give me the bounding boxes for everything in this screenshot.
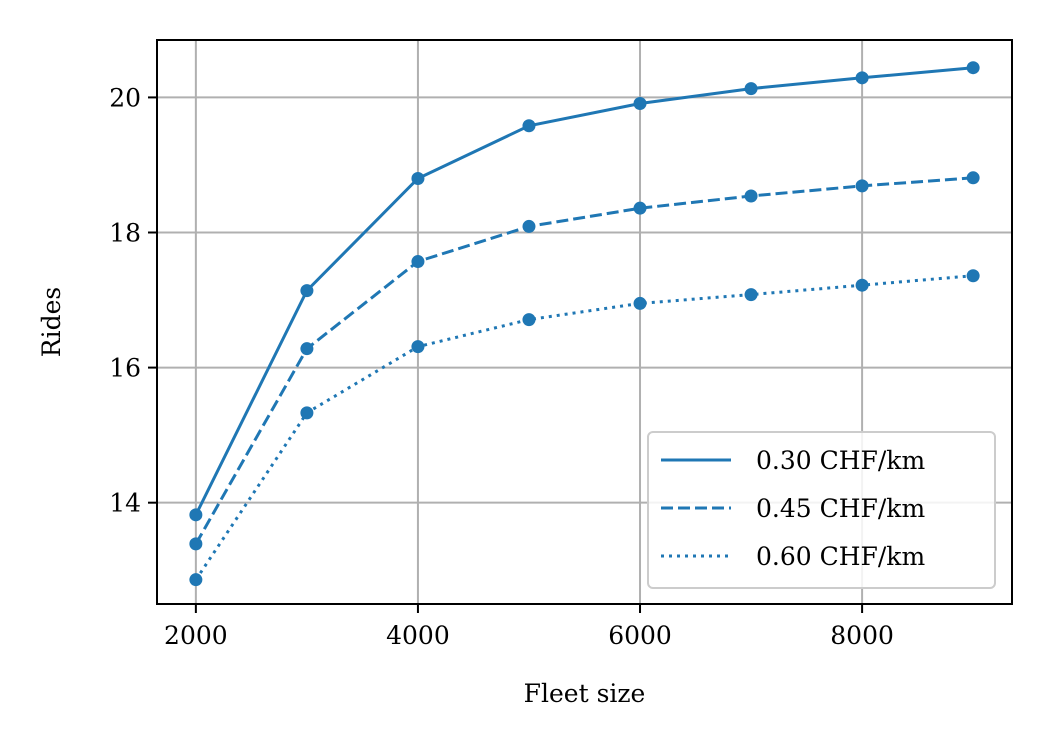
data-point xyxy=(522,313,536,327)
data-point xyxy=(300,284,314,298)
data-point xyxy=(300,342,314,356)
x-axis-label: Fleet size xyxy=(524,679,646,708)
x-tick-label: 8000 xyxy=(830,621,894,650)
data-point xyxy=(633,296,647,310)
plot-frame xyxy=(156,39,1013,605)
legend-label: 0.45 CHF/km xyxy=(756,494,925,523)
data-point xyxy=(966,171,980,185)
series-line-3 xyxy=(194,274,974,581)
data-point xyxy=(855,179,869,193)
data-point xyxy=(189,508,203,522)
series-line-1 xyxy=(194,66,974,516)
legend-label: 0.30 CHF/km xyxy=(756,446,925,475)
data-point xyxy=(189,573,203,587)
data-point xyxy=(633,201,647,215)
data-point xyxy=(633,96,647,110)
axis-ticks: 2000 4000 6000 8000 14 16 18 20 xyxy=(109,83,894,650)
data-point xyxy=(744,82,758,96)
series-lines xyxy=(189,61,980,587)
data-point xyxy=(744,189,758,203)
data-point xyxy=(411,340,425,354)
data-point xyxy=(411,255,425,269)
data-point xyxy=(855,278,869,292)
data-point xyxy=(522,219,536,233)
grid-lines xyxy=(157,40,1012,604)
legend: 0.30 CHF/km 0.45 CHF/km 0.60 CHF/km xyxy=(647,431,996,589)
data-point xyxy=(855,71,869,85)
data-point xyxy=(189,537,203,551)
x-tick-label: 4000 xyxy=(386,621,450,650)
data-point xyxy=(300,406,314,420)
data-point xyxy=(966,269,980,283)
legend-box xyxy=(647,431,996,589)
y-tick-label: 14 xyxy=(109,489,141,518)
y-tick-label: 20 xyxy=(109,83,141,112)
x-tick-label: 2000 xyxy=(164,621,228,650)
data-point xyxy=(522,119,536,133)
y-axis-label: Rides xyxy=(37,287,66,357)
x-tick-label: 6000 xyxy=(608,621,672,650)
data-point xyxy=(411,171,425,185)
y-tick-label: 18 xyxy=(109,219,141,248)
series-line-2 xyxy=(194,176,974,545)
data-point xyxy=(966,61,980,75)
y-tick-label: 16 xyxy=(109,354,141,383)
data-point xyxy=(744,288,758,302)
legend-label: 0.60 CHF/km xyxy=(756,542,925,571)
